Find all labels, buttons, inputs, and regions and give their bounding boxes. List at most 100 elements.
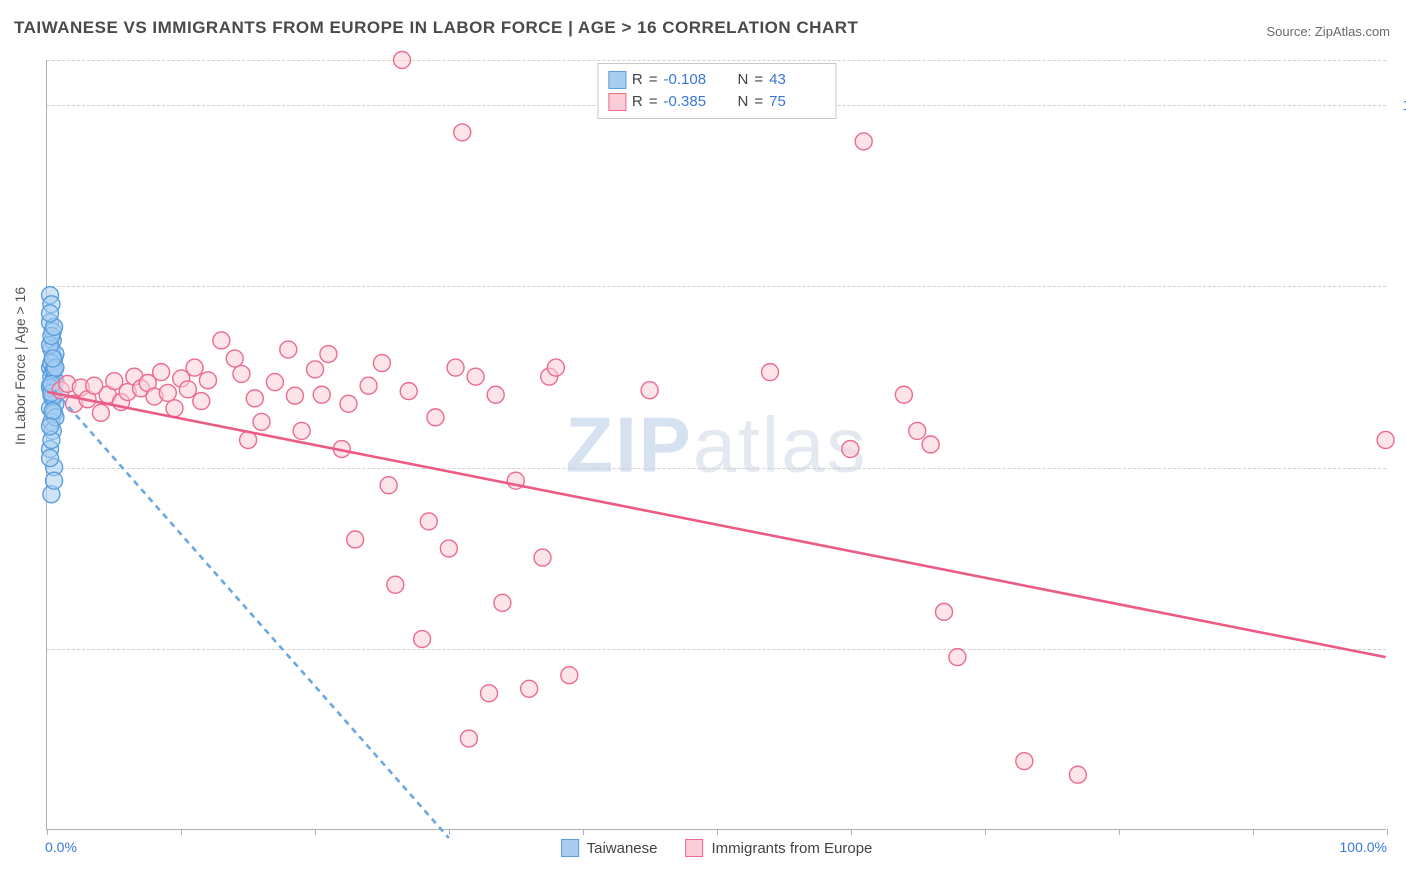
legend-label: Immigrants from Europe [712,840,873,857]
data-point [420,513,437,530]
data-point [307,361,324,378]
stats-legend-box: R=-0.108N=43R=-0.385N=75 [597,63,836,119]
data-point [42,450,59,467]
data-point [561,667,578,684]
data-point [394,52,411,69]
data-point [186,359,203,376]
x-tick [1119,829,1120,835]
legend-label: Taiwanese [587,840,658,857]
data-point [414,631,431,648]
x-tick [181,829,182,835]
x-tick-label: 100.0% [1340,839,1387,855]
data-point [547,359,564,376]
data-point [286,387,303,404]
x-tick [1387,829,1388,835]
data-point [166,400,183,417]
data-point [159,384,176,401]
data-point [233,365,250,382]
data-point [380,477,397,494]
chart-title: TAIWANESE VS IMMIGRANTS FROM EUROPE IN L… [14,18,858,38]
equals-sign: = [649,91,658,113]
y-axis-label: In Labor Force | Age > 16 [12,287,28,445]
data-point [313,386,330,403]
legend-item: Immigrants from Europe [686,839,873,857]
data-point [293,422,310,439]
x-tick-label: 0.0% [45,839,77,855]
data-point [153,364,170,381]
data-point [481,685,498,702]
x-tick [851,829,852,835]
data-point [949,649,966,666]
data-point [266,374,283,391]
equals-sign: = [754,69,763,91]
data-point [199,372,216,389]
series-swatch [686,839,704,857]
legend-item: Taiwanese [561,839,658,857]
x-tick [1253,829,1254,835]
data-point [347,531,364,548]
stat-r-label: R [632,69,643,91]
data-point [1069,766,1086,783]
x-tick [985,829,986,835]
stat-r-value: -0.108 [664,69,718,91]
data-point [895,386,912,403]
data-point [842,441,859,458]
data-point [179,381,196,398]
data-point [1377,431,1394,448]
series-legend: Taiwanese Immigrants from Europe [561,839,873,857]
data-point [1016,753,1033,770]
stat-n-value: 43 [769,69,823,91]
stat-n-label: N [738,69,749,91]
data-point [460,730,477,747]
regression-line [47,392,1385,657]
x-tick [449,829,450,835]
data-point [936,603,953,620]
series-swatch [561,839,579,857]
data-point [487,386,504,403]
data-point [641,382,658,399]
equals-sign: = [649,69,658,91]
data-point [494,594,511,611]
data-point [440,540,457,557]
data-point [92,404,109,421]
data-point [762,364,779,381]
data-point [44,350,61,367]
data-point [447,359,464,376]
stat-r-label: R [632,91,643,113]
data-point [360,377,377,394]
data-point [46,472,63,489]
data-point [373,355,390,372]
data-point [534,549,551,566]
data-point [246,390,263,407]
data-point [922,436,939,453]
x-tick [47,829,48,835]
x-tick [583,829,584,835]
data-point [909,422,926,439]
stat-n-label: N [738,91,749,113]
stat-n-value: 75 [769,91,823,113]
data-point [454,124,471,141]
stats-row: R=-0.385N=75 [608,91,823,113]
source-attribution: Source: ZipAtlas.com [1266,24,1390,39]
data-point [855,133,872,150]
data-point [400,383,417,400]
series-swatch [608,93,626,111]
data-point [320,346,337,363]
data-point [340,395,357,412]
data-point [253,413,270,430]
x-tick [315,829,316,835]
data-point [193,393,210,410]
series-swatch [608,71,626,89]
scatter-svg [47,60,1386,829]
y-tick-label: 100.0% [1403,97,1406,113]
stats-row: R=-0.108N=43 [608,69,823,91]
plot-area: ZIPatlas 40.0%60.0%80.0%100.0% 0.0%100.0… [46,60,1386,830]
data-point [280,341,297,358]
data-point [467,368,484,385]
data-point [44,403,61,420]
data-point [226,350,243,367]
stat-r-value: -0.385 [664,91,718,113]
data-point [213,332,230,349]
x-tick [717,829,718,835]
data-point [427,409,444,426]
